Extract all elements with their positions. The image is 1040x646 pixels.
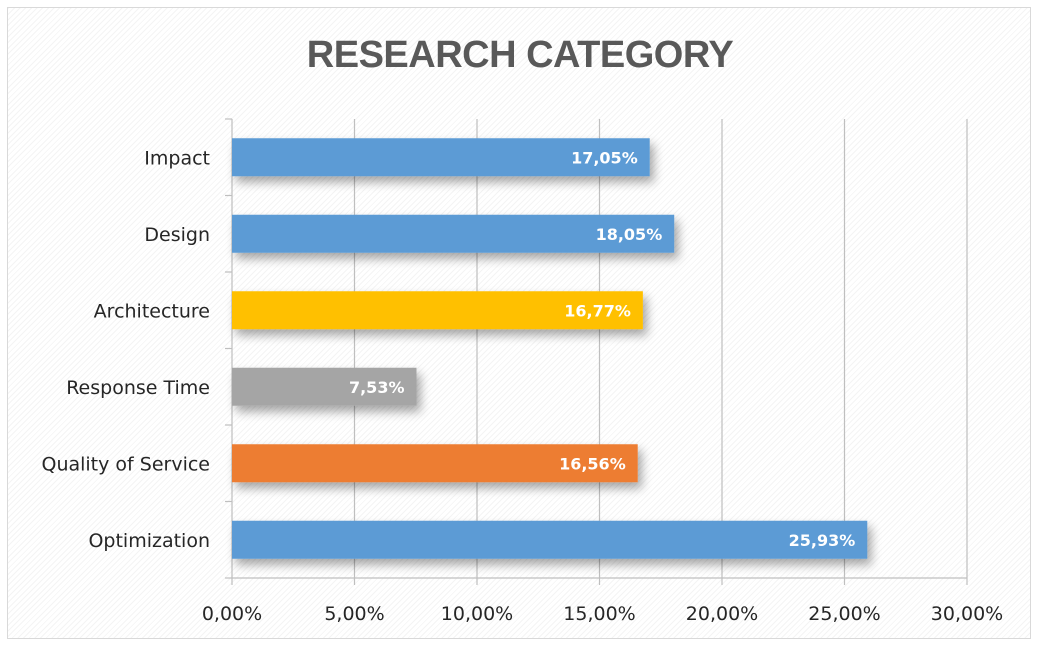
category-label: Quality of Service bbox=[41, 453, 210, 475]
data-label: 7,53% bbox=[349, 378, 405, 397]
data-label: 17,05% bbox=[571, 148, 638, 167]
bar-quality-of-service bbox=[232, 444, 638, 483]
x-tick-label: 30,00% bbox=[931, 603, 1003, 625]
x-tick-label: 10,00% bbox=[441, 603, 513, 625]
data-label: 16,56% bbox=[559, 454, 626, 473]
bar-design bbox=[232, 214, 675, 253]
bar-architecture bbox=[232, 291, 643, 330]
category-label: Optimization bbox=[88, 530, 210, 552]
x-tick-label: 20,00% bbox=[686, 603, 758, 625]
data-label: 16,77% bbox=[564, 301, 631, 320]
x-tick-label: 15,00% bbox=[563, 603, 635, 625]
category-label: Response Time bbox=[66, 377, 210, 399]
bar-impact bbox=[232, 138, 650, 177]
chart-title: RESEARCH CATEGORY bbox=[306, 34, 734, 76]
x-tick-label: 25,00% bbox=[808, 603, 880, 625]
x-tick-label: 0,00% bbox=[202, 603, 262, 625]
bar-response-time bbox=[232, 367, 417, 406]
data-label: 25,93% bbox=[789, 531, 856, 550]
data-label: 18,05% bbox=[596, 225, 663, 244]
bar-optimization bbox=[232, 520, 868, 559]
category-label: Impact bbox=[144, 147, 210, 169]
category-label: Design bbox=[144, 224, 210, 246]
x-tick-label: 5,00% bbox=[324, 603, 384, 625]
category-label: Architecture bbox=[94, 300, 210, 322]
